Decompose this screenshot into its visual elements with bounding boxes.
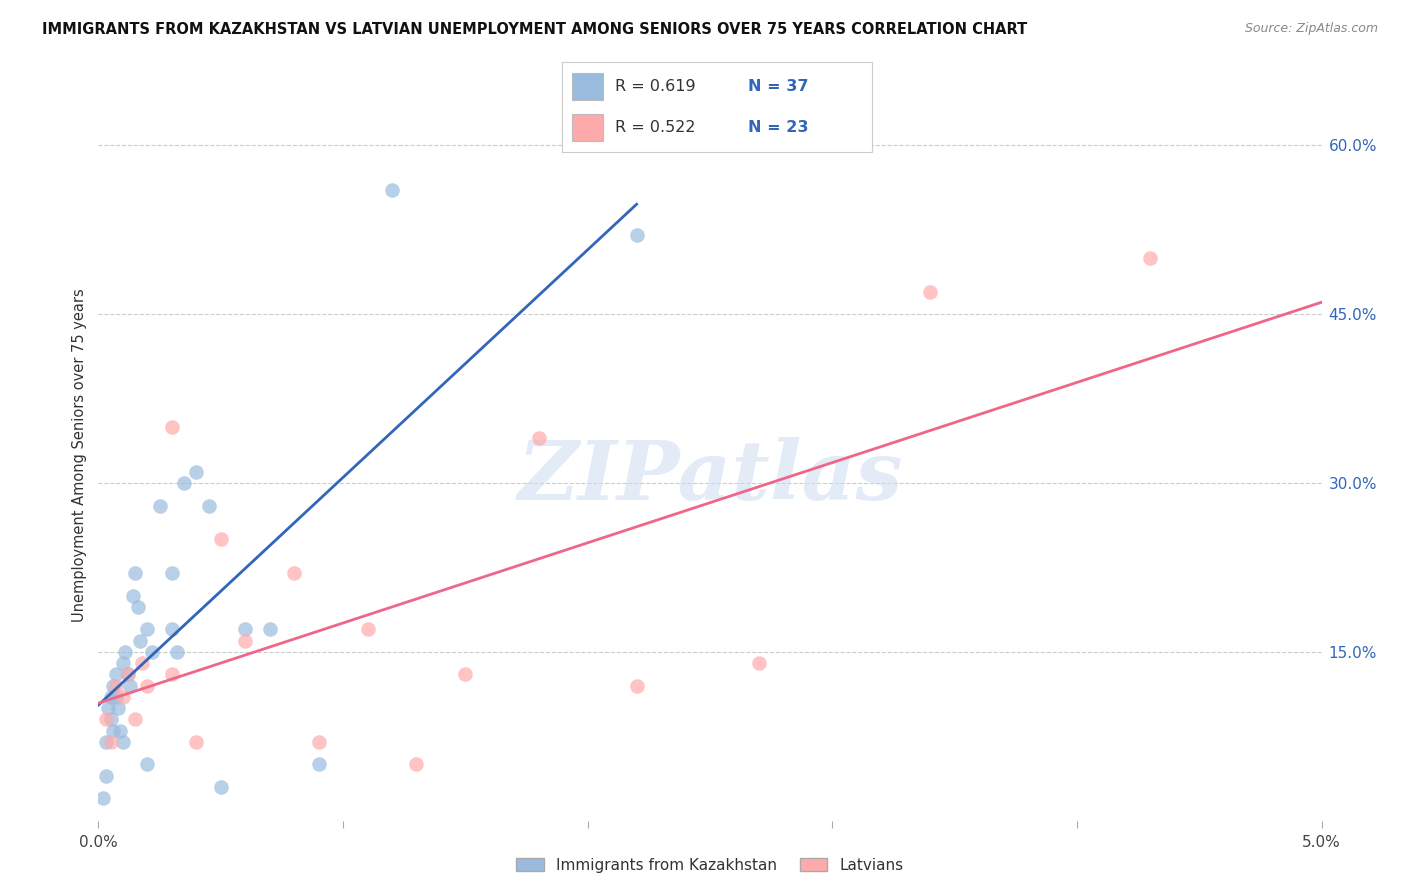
Point — [626, 679, 648, 693]
Point — [111, 656, 134, 670]
Point — [117, 667, 139, 681]
Point — [94, 769, 117, 783]
Point — [124, 712, 146, 726]
Y-axis label: Unemployment Among Seniors over 75 years: Unemployment Among Seniors over 75 years — [72, 288, 87, 622]
Text: N = 23: N = 23 — [748, 120, 808, 135]
Point — [94, 712, 117, 726]
Point — [626, 228, 648, 243]
Point — [104, 690, 127, 704]
Point — [527, 431, 550, 445]
Point — [308, 757, 330, 772]
Point — [160, 419, 183, 434]
Bar — [572, 114, 603, 141]
Point — [1139, 251, 1161, 265]
Point — [149, 499, 172, 513]
Point — [209, 780, 232, 794]
Point — [136, 679, 159, 693]
Point — [136, 757, 159, 772]
Point — [166, 645, 188, 659]
Point — [209, 533, 232, 547]
Point — [405, 757, 427, 772]
Text: Source: ZipAtlas.com: Source: ZipAtlas.com — [1244, 22, 1378, 36]
Point — [454, 667, 477, 681]
Point — [107, 701, 129, 715]
Point — [91, 791, 114, 805]
Point — [920, 285, 942, 299]
Text: R = 0.522: R = 0.522 — [614, 120, 696, 135]
Point — [233, 633, 256, 648]
Point — [111, 735, 134, 749]
Point — [124, 566, 146, 580]
Point — [748, 656, 770, 670]
Point — [97, 701, 120, 715]
Text: IMMIGRANTS FROM KAZAKHSTAN VS LATVIAN UNEMPLOYMENT AMONG SENIORS OVER 75 YEARS C: IMMIGRANTS FROM KAZAKHSTAN VS LATVIAN UN… — [42, 22, 1028, 37]
Point — [381, 184, 404, 198]
Bar — [572, 73, 603, 100]
Point — [186, 465, 208, 479]
Point — [117, 667, 139, 681]
Point — [160, 566, 183, 580]
Point — [259, 623, 281, 637]
Text: ZIPatlas: ZIPatlas — [517, 437, 903, 516]
Point — [104, 667, 127, 681]
Point — [127, 599, 149, 614]
Point — [101, 679, 124, 693]
Point — [160, 667, 183, 681]
Point — [136, 623, 159, 637]
Point — [160, 623, 183, 637]
Point — [114, 645, 136, 659]
Point — [173, 476, 195, 491]
Point — [131, 656, 153, 670]
Point — [104, 679, 127, 693]
Point — [197, 499, 219, 513]
Point — [101, 723, 124, 738]
Point — [356, 623, 378, 637]
Point — [129, 633, 152, 648]
Point — [233, 623, 256, 637]
Point — [94, 735, 117, 749]
Point — [100, 735, 122, 749]
Point — [141, 645, 163, 659]
Point — [110, 723, 132, 738]
Point — [100, 690, 122, 704]
Point — [283, 566, 305, 580]
Point — [120, 679, 142, 693]
Point — [186, 735, 208, 749]
Point — [121, 589, 143, 603]
Legend: Immigrants from Kazakhstan, Latvians: Immigrants from Kazakhstan, Latvians — [510, 852, 910, 879]
Text: N = 37: N = 37 — [748, 79, 808, 95]
Point — [100, 712, 122, 726]
Text: R = 0.619: R = 0.619 — [614, 79, 696, 95]
Point — [308, 735, 330, 749]
Point — [111, 690, 134, 704]
